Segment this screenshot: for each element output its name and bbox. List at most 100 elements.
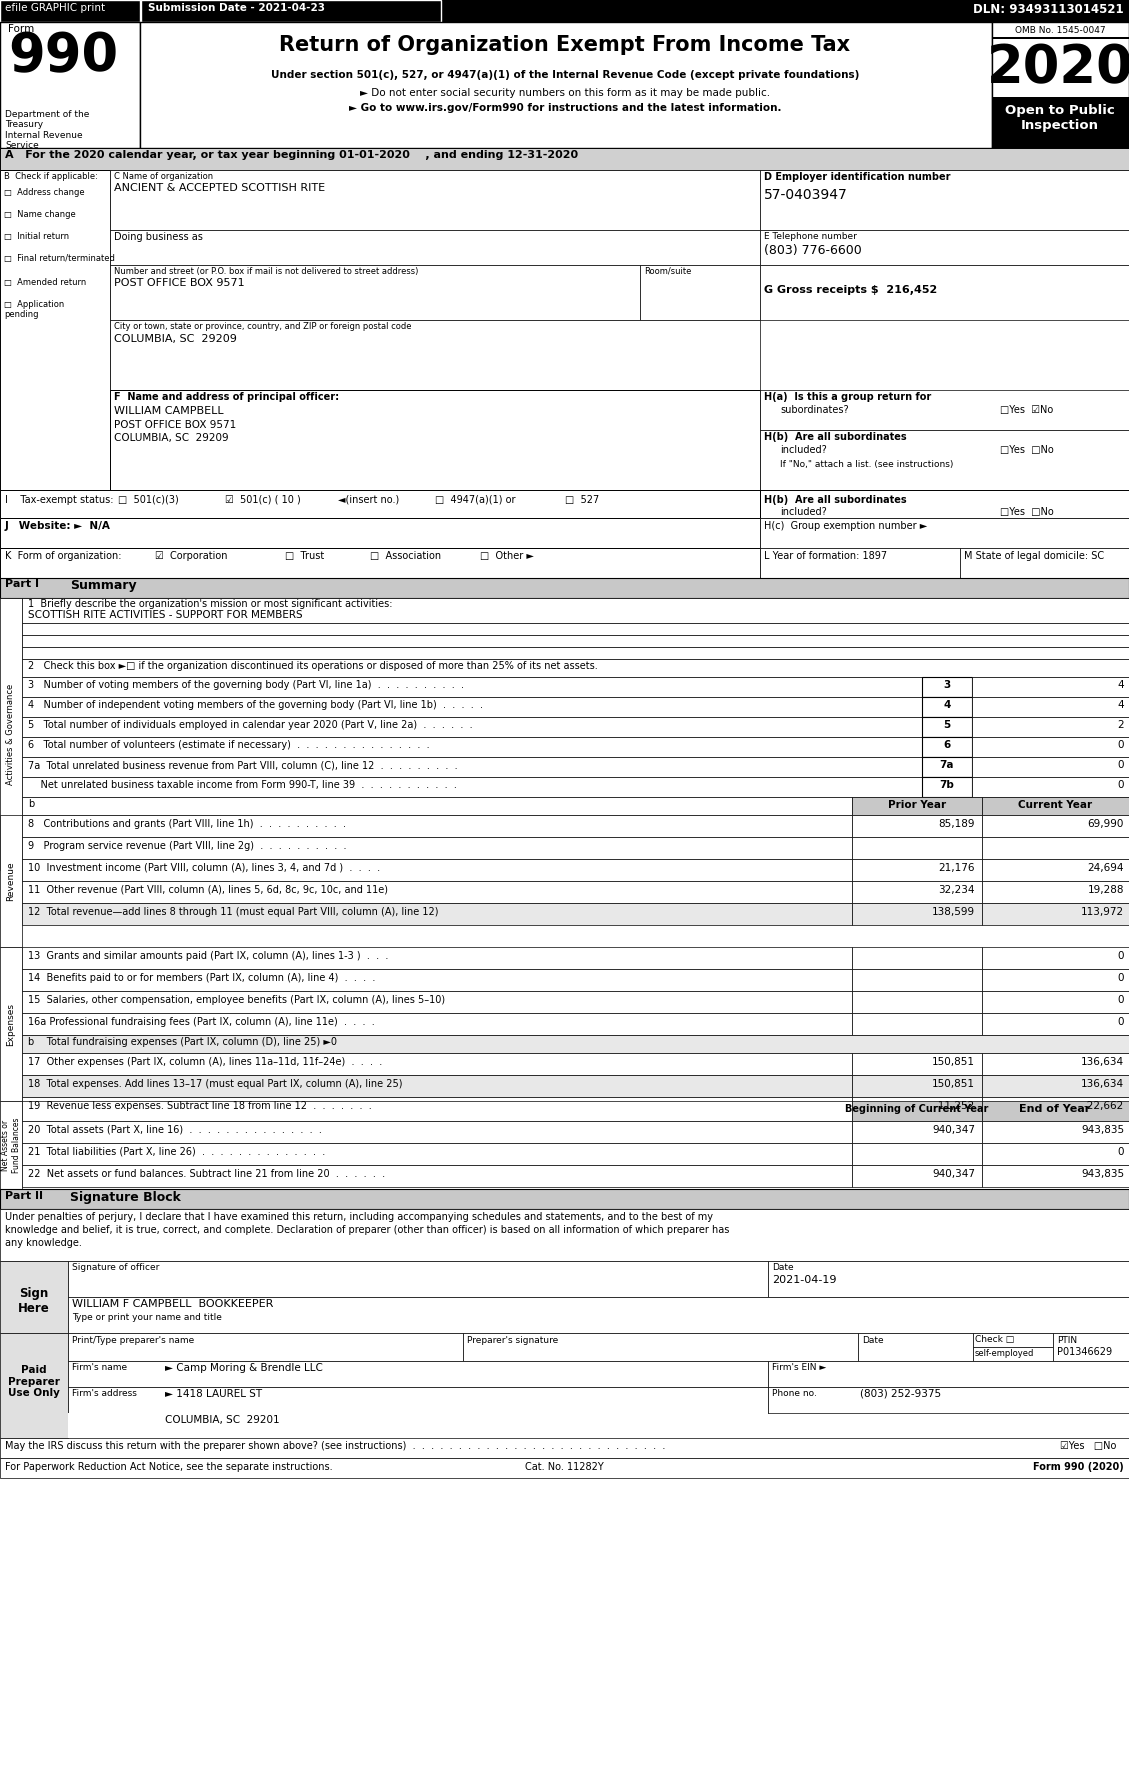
Text: 7b: 7b <box>939 781 954 790</box>
Text: 1  Briefly describe the organization's mission or most significant activities:: 1 Briefly describe the organization's mi… <box>28 598 393 609</box>
Text: 990: 990 <box>8 30 119 82</box>
Bar <box>0 1438 1129 1458</box>
Bar <box>973 1347 1053 1361</box>
Bar <box>21 903 852 924</box>
Text: Doing business as: Doing business as <box>114 233 203 242</box>
Bar <box>768 1261 1129 1297</box>
Bar <box>982 1164 1129 1187</box>
Text: subordinates?: subordinates? <box>780 405 849 416</box>
Text: DLN: 93493113014521: DLN: 93493113014521 <box>973 4 1124 16</box>
Bar <box>852 860 982 881</box>
Text: 4   Number of independent voting members of the governing body (Part VI, line 1b: 4 Number of independent voting members o… <box>28 700 483 709</box>
Text: 0: 0 <box>1118 973 1124 983</box>
Text: Firm's name: Firm's name <box>72 1363 128 1372</box>
Bar <box>760 265 1129 321</box>
Bar <box>992 97 1129 149</box>
Bar <box>0 1458 1129 1478</box>
Text: ☑Yes   □No: ☑Yes □No <box>1060 1442 1117 1451</box>
Text: 2020: 2020 <box>987 41 1129 93</box>
Text: 2   Check this box ►□ if the organization discontinued its operations or dispose: 2 Check this box ►□ if the organization … <box>28 661 597 672</box>
Text: P01346629: P01346629 <box>1057 1347 1112 1358</box>
Text: (803) 252-9375: (803) 252-9375 <box>860 1390 942 1399</box>
Text: For Paperwork Reduction Act Notice, see the separate instructions.: For Paperwork Reduction Act Notice, see … <box>5 1461 333 1472</box>
Text: POST OFFICE BOX 9571: POST OFFICE BOX 9571 <box>114 278 245 288</box>
Text: POST OFFICE BOX 9571: POST OFFICE BOX 9571 <box>114 421 236 430</box>
Text: Preparer's signature: Preparer's signature <box>467 1336 558 1345</box>
Text: D Employer identification number: D Employer identification number <box>764 172 951 183</box>
Bar <box>992 38 1129 39</box>
Text: 13  Grants and similar amounts paid (Part IX, column (A), lines 1-3 )  .  .  .: 13 Grants and similar amounts paid (Part… <box>28 951 388 962</box>
Text: 57-0403947: 57-0403947 <box>764 188 848 202</box>
Text: 16a Professional fundraising fees (Part IX, column (A), line 11e)  .  .  .  .: 16a Professional fundraising fees (Part … <box>28 1017 375 1026</box>
Bar <box>0 947 21 1101</box>
Text: 2021-04-19: 2021-04-19 <box>772 1275 837 1284</box>
Text: May the IRS discuss this return with the preparer shown above? (see instructions: May the IRS discuss this return with the… <box>5 1442 665 1451</box>
Bar <box>982 1143 1129 1164</box>
Text: Under section 501(c), 527, or 4947(a)(1) of the Internal Revenue Code (except pr: Under section 501(c), 527, or 4947(a)(1)… <box>271 70 859 81</box>
Text: End of Year: End of Year <box>1019 1103 1091 1114</box>
Bar <box>0 1209 1129 1261</box>
Text: 150,851: 150,851 <box>933 1057 975 1067</box>
Text: COLUMBIA, SC  29201: COLUMBIA, SC 29201 <box>165 1415 280 1426</box>
Bar <box>68 1386 768 1413</box>
Bar <box>68 1297 1129 1333</box>
Bar <box>21 647 1129 659</box>
Bar <box>760 548 960 578</box>
Text: 20  Total assets (Part X, line 16)  .  .  .  .  .  .  .  .  .  .  .  .  .  .  .: 20 Total assets (Part X, line 16) . . . … <box>28 1125 322 1135</box>
Text: Summary: Summary <box>70 578 137 593</box>
Bar <box>0 548 760 578</box>
Text: Net Assets or
Fund Balances: Net Assets or Fund Balances <box>1 1118 20 1173</box>
Text: K  Form of organization:: K Form of organization: <box>5 552 122 561</box>
Text: Check □: Check □ <box>975 1334 1014 1343</box>
Text: WILLIAM CAMPBELL: WILLIAM CAMPBELL <box>114 407 224 416</box>
Bar <box>982 947 1129 969</box>
Text: H(b)  Are all subordinates: H(b) Are all subordinates <box>764 494 907 505</box>
Bar <box>973 1333 1053 1347</box>
Bar <box>852 1014 982 1035</box>
Bar <box>68 1261 768 1297</box>
Text: 7a  Total unrelated business revenue from Part VIII, column (C), line 12  .  .  : 7a Total unrelated business revenue from… <box>28 759 457 770</box>
Text: ► Do not enter social security numbers on this form as it may be made public.: ► Do not enter social security numbers o… <box>360 88 770 99</box>
Bar <box>21 860 852 881</box>
Text: 0: 0 <box>1118 740 1124 750</box>
Text: □  501(c)(3): □ 501(c)(3) <box>119 494 178 505</box>
Text: 943,835: 943,835 <box>1080 1125 1124 1135</box>
Bar <box>0 0 1129 21</box>
Bar <box>852 1101 982 1121</box>
Text: □Yes  ☑No: □Yes ☑No <box>1000 405 1053 416</box>
Bar <box>852 990 982 1014</box>
Text: Under penalties of perjury, I declare that I have examined this return, includin: Under penalties of perjury, I declare th… <box>5 1213 714 1221</box>
Bar <box>982 1101 1129 1121</box>
Bar <box>21 697 922 716</box>
Bar <box>760 229 1129 265</box>
Text: any knowledge.: any knowledge. <box>5 1238 82 1248</box>
Text: H(a)  Is this a group return for: H(a) Is this a group return for <box>764 392 931 401</box>
Bar <box>21 777 922 797</box>
Bar <box>982 881 1129 903</box>
Bar <box>463 1333 858 1361</box>
Bar <box>0 149 1129 170</box>
Text: Part II: Part II <box>5 1191 43 1202</box>
Bar <box>768 1361 1129 1386</box>
Bar <box>21 815 852 836</box>
Text: included?: included? <box>780 507 826 518</box>
Bar <box>21 1101 852 1121</box>
Text: C Name of organization: C Name of organization <box>114 172 213 181</box>
Text: If "No," attach a list. (see instructions): If "No," attach a list. (see instruction… <box>780 460 953 469</box>
Bar <box>21 797 852 815</box>
Bar <box>140 21 992 149</box>
Bar <box>21 738 922 758</box>
Bar <box>21 1035 1129 1053</box>
Bar <box>982 1014 1129 1035</box>
Bar <box>760 170 1129 229</box>
Bar <box>21 1053 852 1075</box>
Bar <box>0 170 110 491</box>
Text: 8   Contributions and grants (Part VIII, line 1h)  .  .  .  .  .  .  .  .  .  .: 8 Contributions and grants (Part VIII, l… <box>28 818 345 829</box>
Text: 150,851: 150,851 <box>933 1078 975 1089</box>
Text: □  Trust: □ Trust <box>285 552 324 561</box>
Text: 14  Benefits paid to or for members (Part IX, column (A), line 4)  .  .  .  .: 14 Benefits paid to or for members (Part… <box>28 973 375 983</box>
Bar <box>852 815 982 836</box>
Bar <box>0 578 1129 598</box>
Text: self-employed: self-employed <box>975 1349 1034 1358</box>
Bar <box>0 518 760 548</box>
